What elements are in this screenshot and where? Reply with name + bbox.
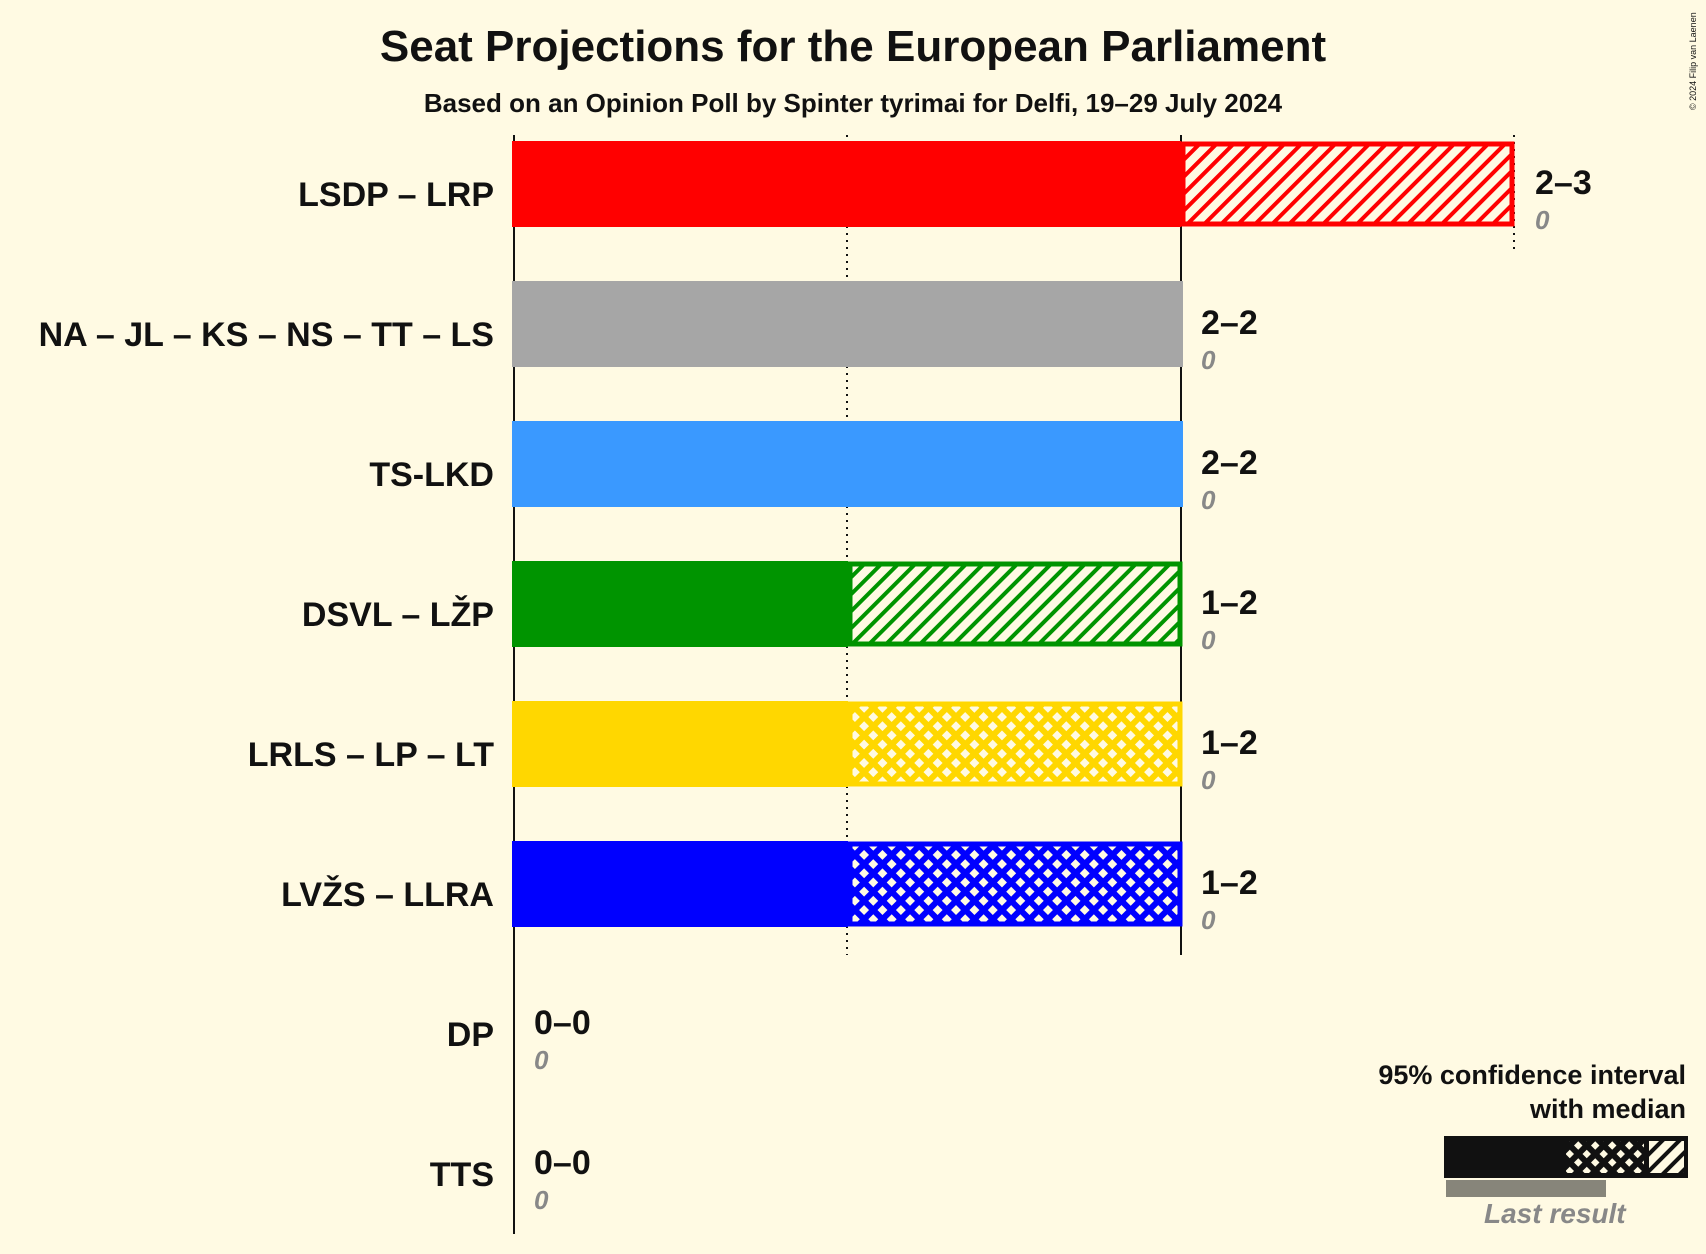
last-result-label: 0 bbox=[534, 1185, 549, 1215]
last-result-label: 0 bbox=[1201, 345, 1216, 375]
party-label: LVŽS – LLRA bbox=[281, 876, 494, 914]
legend-title: 95% confidence interval with median bbox=[1378, 1058, 1686, 1126]
last-result-label: 0 bbox=[1201, 625, 1216, 655]
range-label: 2–2 bbox=[1201, 444, 1258, 482]
last-result-label: 0 bbox=[1535, 205, 1550, 235]
legend-last-result: Last result bbox=[1484, 1198, 1626, 1229]
bar-lvzs-llra bbox=[512, 841, 1183, 927]
bar-ts-lkd bbox=[512, 421, 1183, 507]
bar-dsvl-lzp bbox=[512, 561, 1183, 647]
party-label: LRLS – LP – LT bbox=[247, 736, 494, 774]
last-result-label: 0 bbox=[1201, 765, 1216, 795]
party-label: TS-LKD bbox=[369, 456, 494, 494]
range-label: 1–2 bbox=[1201, 724, 1258, 762]
chart-title: Seat Projections for the European Parlia… bbox=[379, 22, 1327, 71]
range-label: 0–0 bbox=[534, 1144, 591, 1182]
range-label: 2–2 bbox=[1201, 304, 1258, 342]
legend-graphic bbox=[1444, 1136, 1688, 1197]
party-label: NA – JL – KS – NS – TT – LS bbox=[38, 316, 494, 354]
bar-lrls-lp-lt bbox=[512, 701, 1183, 787]
last-result-label: 0 bbox=[1201, 905, 1216, 935]
party-label: LSDP – LRP bbox=[298, 176, 494, 214]
legend-line-2: with median bbox=[1529, 1094, 1686, 1124]
last-result-label: 0 bbox=[534, 1045, 549, 1075]
party-label: DP bbox=[446, 1016, 494, 1054]
party-label: DSVL – LŽP bbox=[301, 596, 494, 634]
range-label: 0–0 bbox=[534, 1004, 591, 1042]
bar-lsdp-lrp bbox=[512, 141, 1515, 227]
party-label: TTS bbox=[429, 1156, 494, 1194]
legend-line-1: 95% confidence interval bbox=[1378, 1060, 1686, 1090]
range-label: 1–2 bbox=[1201, 864, 1258, 902]
chart-subtitle: Based on an Opinion Poll by Spinter tyri… bbox=[423, 88, 1283, 118]
last-result-label: 0 bbox=[1201, 485, 1216, 515]
range-label: 2–3 bbox=[1535, 164, 1592, 202]
bar-na-jl-ks-ns-tt-ls bbox=[512, 281, 1183, 367]
range-label: 1–2 bbox=[1201, 584, 1258, 622]
